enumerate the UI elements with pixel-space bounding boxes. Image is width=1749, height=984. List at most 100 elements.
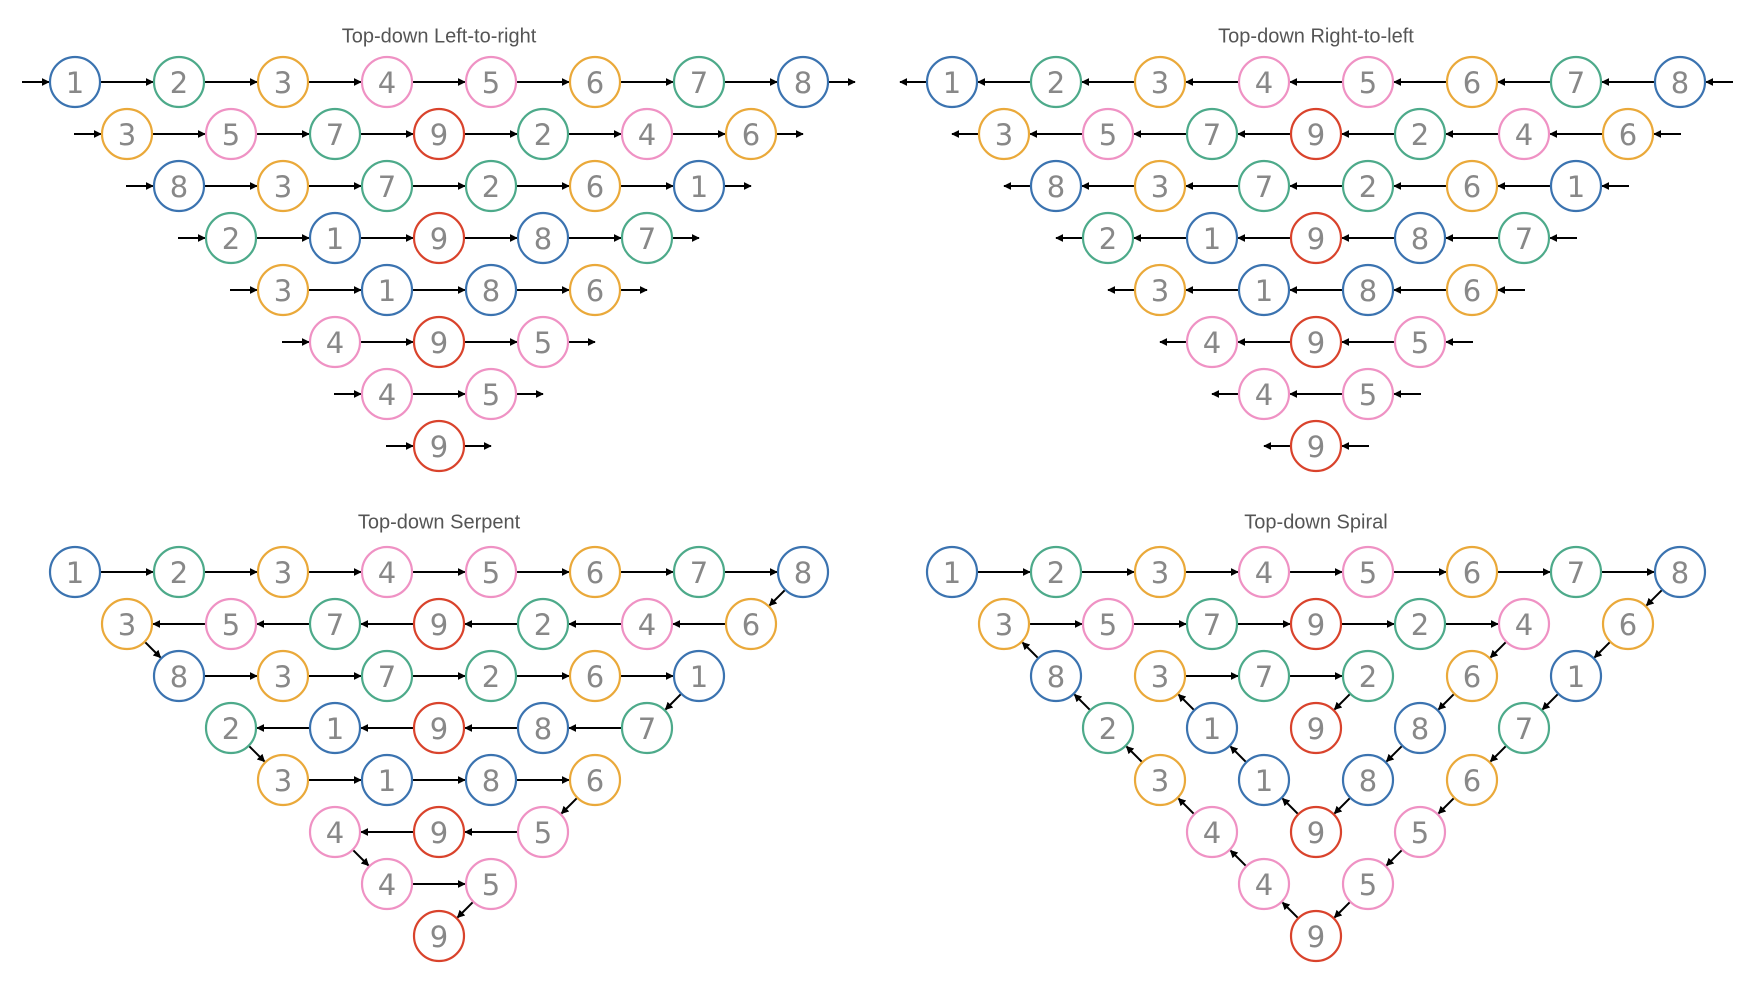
node-circle — [256, 263, 310, 317]
node-circle — [1601, 107, 1655, 161]
node-label: 3 — [274, 556, 292, 590]
arrow — [456, 900, 475, 919]
node-label: 6 — [1463, 170, 1481, 204]
node-circle — [308, 211, 362, 265]
node-label: 5 — [534, 816, 552, 850]
node-label: 8 — [534, 222, 552, 256]
node-label: 4 — [378, 868, 396, 902]
node-label: 3 — [1151, 66, 1169, 100]
node-label: 9 — [430, 816, 448, 850]
node-label: 6 — [586, 170, 604, 204]
node-circle — [360, 545, 414, 599]
node-label: 7 — [1255, 660, 1273, 694]
node-label: 6 — [1619, 118, 1637, 152]
node-label: 1 — [326, 222, 344, 256]
node-circle — [48, 545, 102, 599]
arrow — [1437, 692, 1456, 711]
node-circle — [1289, 597, 1343, 651]
arrow — [1333, 692, 1352, 711]
node-label: 8 — [1047, 170, 1065, 204]
node-circle — [1445, 55, 1499, 109]
node-label: 3 — [1151, 764, 1169, 798]
node-circle — [204, 107, 258, 161]
node-circle — [1133, 55, 1187, 109]
node-label: 5 — [1359, 378, 1377, 412]
node-label: 1 — [690, 170, 708, 204]
node-label: 7 — [1515, 222, 1533, 256]
node-label: 4 — [638, 118, 656, 152]
node-circle — [308, 701, 362, 755]
node-label: 2 — [222, 712, 240, 746]
node-circle — [568, 649, 622, 703]
node-label: 1 — [1203, 712, 1221, 746]
node-label: 4 — [1255, 556, 1273, 590]
node-circle — [568, 753, 622, 807]
node-label: 1 — [326, 712, 344, 746]
node-circle — [1601, 597, 1655, 651]
node-circle — [412, 805, 466, 859]
node-circle — [1341, 857, 1395, 911]
node-circle — [1497, 597, 1551, 651]
node-label: 7 — [326, 118, 344, 152]
node-circle — [204, 597, 258, 651]
arrow — [1229, 745, 1248, 764]
node-label: 6 — [742, 608, 760, 642]
node-label: 2 — [1411, 608, 1429, 642]
node-circle — [1341, 367, 1395, 421]
node-label: 8 — [1671, 66, 1689, 100]
node-circle — [516, 597, 570, 651]
arrow — [351, 848, 370, 867]
node-circle — [1133, 263, 1187, 317]
node-label: 5 — [1411, 816, 1429, 850]
node-label: 8 — [1359, 764, 1377, 798]
node-label: 3 — [274, 660, 292, 694]
node-label: 2 — [534, 608, 552, 642]
node-label: 3 — [274, 66, 292, 100]
arrow — [1073, 693, 1092, 712]
node-label: 5 — [534, 326, 552, 360]
node-circle — [1445, 753, 1499, 807]
node-label: 1 — [943, 556, 961, 590]
node-circle — [1185, 701, 1239, 755]
node-label: 2 — [170, 66, 188, 100]
node-circle — [1289, 315, 1343, 369]
node-circle — [256, 55, 310, 109]
node-label: 3 — [995, 608, 1013, 642]
node-circle — [1029, 545, 1083, 599]
node-circle — [568, 545, 622, 599]
arrow — [1593, 640, 1612, 659]
node-label: 9 — [430, 920, 448, 954]
node-circle — [308, 315, 362, 369]
node-label: 2 — [222, 222, 240, 256]
node-label: 8 — [1411, 222, 1429, 256]
node-label: 1 — [1255, 274, 1273, 308]
node-circle — [1081, 701, 1135, 755]
arrow — [247, 744, 266, 763]
node-circle — [464, 159, 518, 213]
node-label: 4 — [1203, 816, 1221, 850]
node-circle — [360, 159, 414, 213]
node-label: 5 — [1099, 608, 1117, 642]
arrow — [1177, 797, 1196, 816]
node-circle — [412, 701, 466, 755]
arrow — [664, 692, 683, 711]
node-label: 3 — [1151, 556, 1169, 590]
arrow — [1177, 693, 1196, 712]
node-label: 7 — [690, 556, 708, 590]
node-circle — [1393, 805, 1447, 859]
node-circle — [464, 857, 518, 911]
node-circle — [360, 367, 414, 421]
node-circle — [516, 315, 570, 369]
node-label: 1 — [1567, 170, 1585, 204]
node-label: 7 — [326, 608, 344, 642]
node-circle — [360, 263, 414, 317]
node-circle — [516, 211, 570, 265]
node-circle — [1185, 211, 1239, 265]
node-circle — [152, 545, 206, 599]
node-label: 4 — [378, 66, 396, 100]
node-label: 2 — [1047, 556, 1065, 590]
node-circle — [568, 159, 622, 213]
node-circle — [464, 545, 518, 599]
